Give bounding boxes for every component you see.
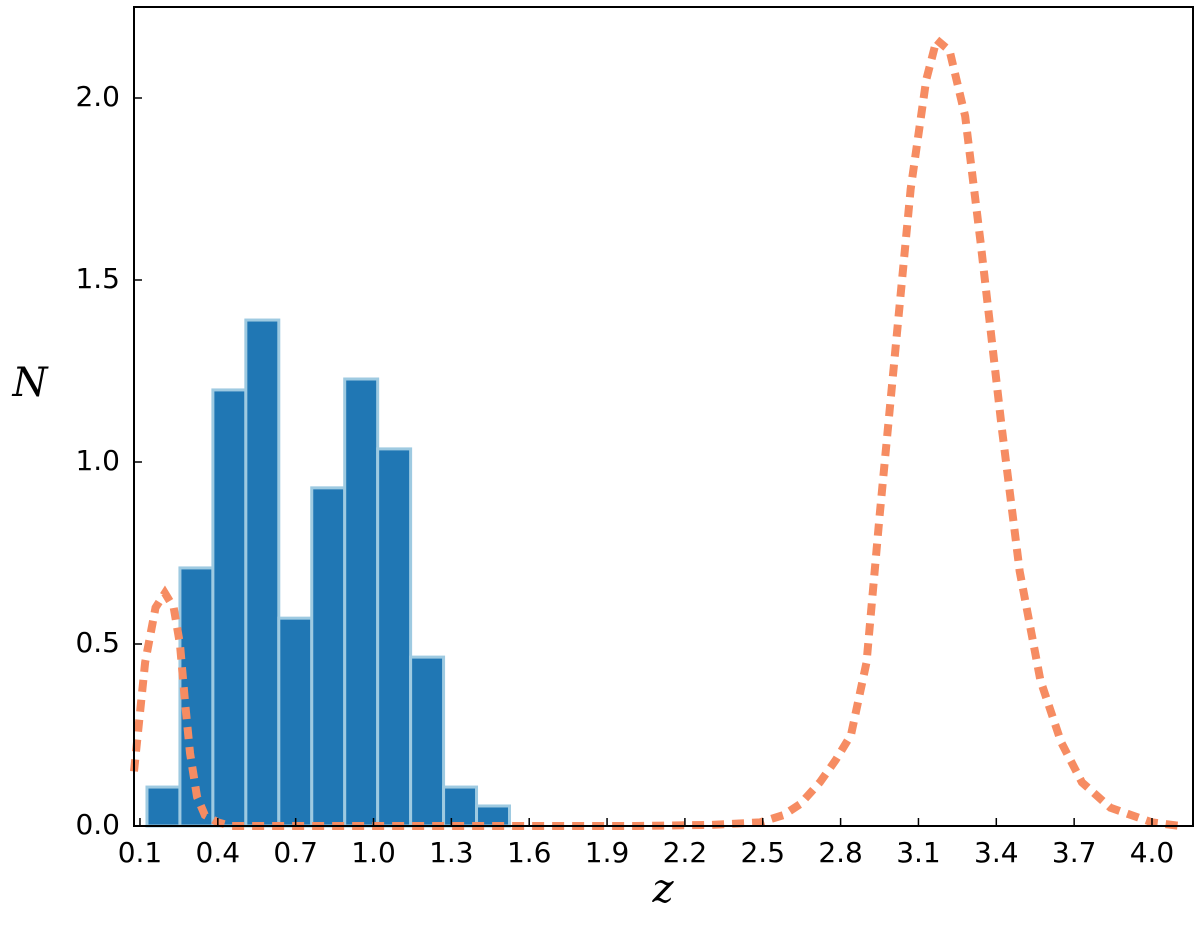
y-tick-label: 1.0 [75, 444, 120, 477]
y-axis-label: N [12, 360, 50, 406]
x-tick-label: 2.5 [740, 836, 785, 869]
x-tick-label: 3.7 [1052, 836, 1097, 869]
x-tick-label: 3.4 [974, 836, 1019, 869]
y-tick-label: 0.5 [75, 626, 120, 659]
x-axis-label: z [651, 866, 674, 912]
bar [343, 377, 380, 828]
bar [244, 318, 281, 828]
x-tick-label: 1.9 [585, 836, 630, 869]
y-tick-label: 2.0 [75, 80, 120, 113]
bar [145, 785, 182, 828]
x-tick-label: 4.0 [1130, 836, 1175, 869]
bar [376, 447, 413, 828]
x-tick-label: 0.4 [196, 836, 241, 869]
density-line [130, 32, 1182, 830]
x-tick-label: 0.7 [273, 836, 318, 869]
y-tick-label: 1.5 [75, 262, 120, 295]
plot-frame [133, 6, 1194, 827]
y-tick-label: 0.0 [75, 808, 120, 841]
x-tick-label: 1.3 [429, 836, 474, 869]
x-tick-label: 1.0 [351, 836, 396, 869]
bar [211, 388, 248, 828]
x-tick-label: 2.2 [663, 836, 708, 869]
bar [409, 655, 446, 828]
x-tick-label: 3.1 [896, 836, 941, 869]
bar [277, 616, 314, 828]
bar [442, 785, 479, 828]
x-tick-label: 2.8 [818, 836, 863, 869]
x-tick-label: 1.6 [507, 836, 552, 869]
bar [310, 486, 347, 828]
x-tick-label: 0.1 [118, 836, 163, 869]
